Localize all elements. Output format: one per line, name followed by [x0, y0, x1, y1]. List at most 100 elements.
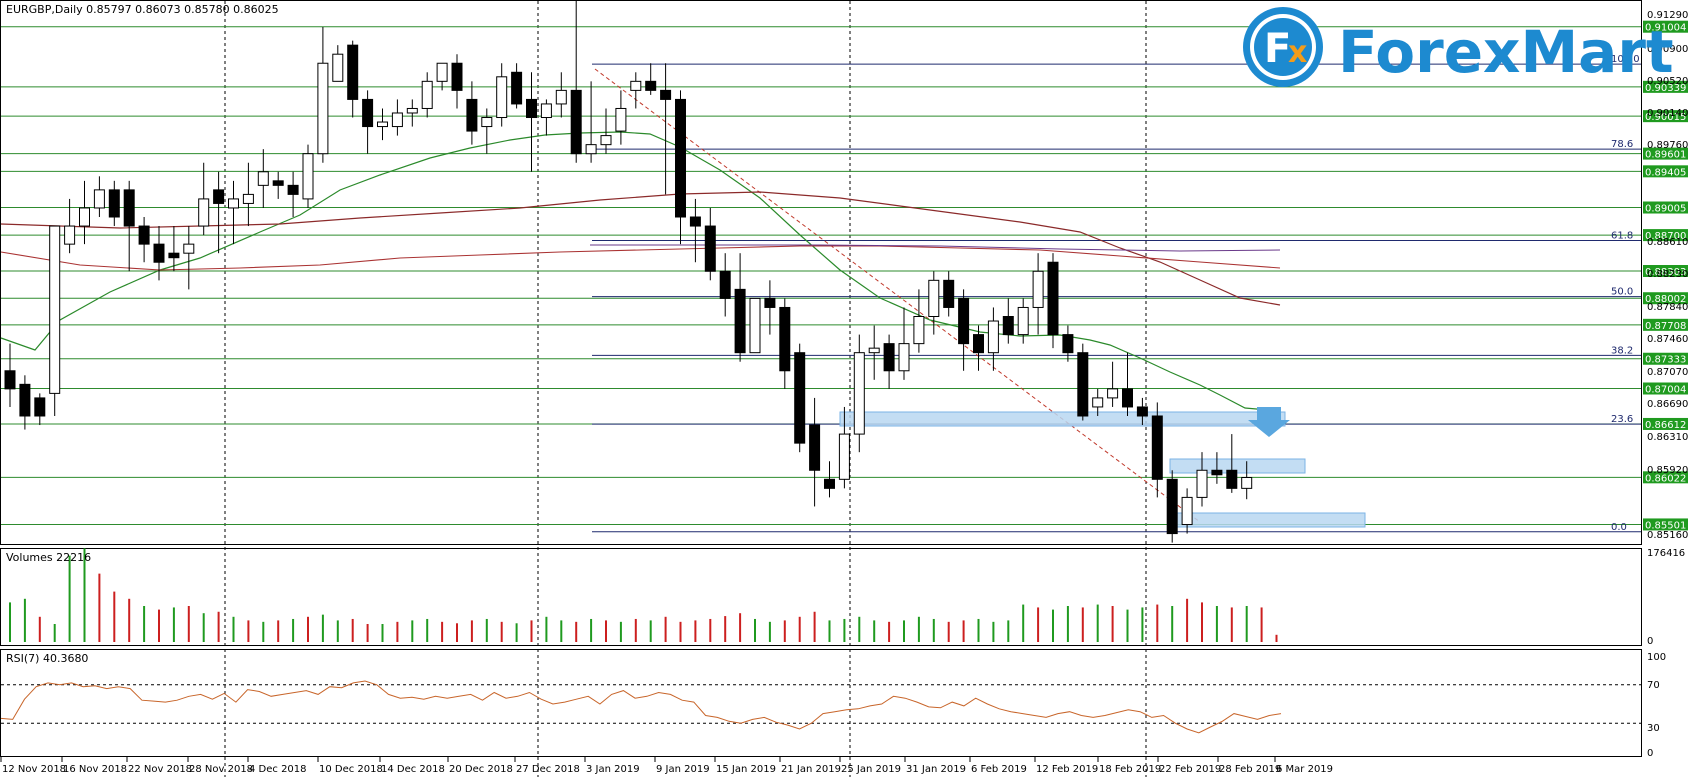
- fibonacci-label: 100.0: [1611, 54, 1640, 65]
- fibonacci-label: 23.6: [1611, 414, 1633, 425]
- price-axis-tick: 0.87460: [1647, 334, 1688, 345]
- date-axis-label: 25 Jan 2019: [841, 764, 901, 775]
- candle-body: [377, 121, 388, 128]
- forexmart-logo: F x ForexMart: [1243, 7, 1674, 87]
- date-axis-label: 3 Jan 2019: [586, 764, 640, 775]
- date-axis-label: 21 Jan 2019: [781, 764, 841, 775]
- price-level-tag: [1643, 201, 1688, 214]
- candle-body: [660, 89, 672, 100]
- price-level-tag: [1643, 318, 1688, 331]
- down-arrow-icon: [1248, 407, 1290, 437]
- fibonacci-label: 61.8: [1611, 231, 1633, 242]
- date-axis-label: 12 Feb 2019: [1036, 764, 1098, 775]
- candle-body: [317, 62, 329, 155]
- date-axis-label: 18 Feb 2019: [1099, 764, 1161, 775]
- candle-body: [675, 98, 686, 218]
- svg-text:F: F: [1264, 26, 1291, 72]
- candle-body: [511, 71, 523, 105]
- price-axis-tick: 0.86310: [1647, 432, 1688, 443]
- candle-body: [1196, 469, 1208, 498]
- candle-body: [49, 225, 61, 394]
- symbol-header: EURGBP,Daily 0.85797 0.86073 0.85780 0.8…: [6, 3, 279, 16]
- candle-body: [615, 107, 627, 132]
- price-level-label: 0.88303: [1645, 267, 1686, 278]
- date-axis-label: 27 Dec 2018: [516, 764, 580, 775]
- rsi-pane: [0, 649, 1642, 757]
- candle-body: [824, 478, 835, 489]
- candle-body: [1151, 415, 1163, 480]
- candle-body: [958, 297, 970, 345]
- price-axis-tick: 0.91290: [1647, 10, 1688, 21]
- price-level-label: 0.86612: [1645, 420, 1686, 431]
- candle-body: [108, 189, 120, 218]
- candle-body: [794, 352, 806, 444]
- candle-body: [34, 397, 46, 417]
- candle-body: [79, 207, 90, 227]
- candle-body: [719, 270, 731, 299]
- price-level-label: 0.87708: [1645, 321, 1686, 332]
- price-level-tag: [1643, 147, 1688, 160]
- svg-text:x: x: [1288, 35, 1307, 70]
- price-level-tag: [1643, 80, 1688, 93]
- rsi-axis-tick: 100: [1647, 652, 1666, 663]
- candle-body: [1047, 261, 1059, 336]
- candle-body: [93, 189, 105, 209]
- candle-body: [764, 297, 776, 308]
- candle-body: [496, 76, 508, 119]
- date-axis-label: 22 Nov 2018: [128, 764, 192, 775]
- candle-body: [421, 80, 433, 109]
- candle-body: [600, 135, 612, 146]
- price-axis-tick: 0.90140: [1647, 108, 1688, 119]
- candle-body: [213, 189, 225, 204]
- candle-body: [883, 343, 895, 372]
- date-axis-label: 20 Dec 2018: [449, 764, 513, 775]
- date-axis-label: 22 Feb 2019: [1159, 764, 1221, 775]
- candle-body: [4, 370, 16, 390]
- candle-body: [391, 112, 403, 128]
- candle-body: [1181, 496, 1193, 526]
- date-axis-label: 4 Dec 2018: [249, 764, 307, 775]
- price-level-tag: [1643, 165, 1688, 178]
- price-axis-tick: 0.87070: [1647, 367, 1688, 378]
- candle-body: [272, 180, 284, 186]
- candle-body: [1017, 306, 1029, 336]
- candle-body: [1211, 469, 1223, 476]
- price-axis-tick: 0.85920: [1647, 465, 1688, 476]
- volume-axis-zero: 0: [1647, 636, 1653, 647]
- candle-body: [168, 252, 180, 259]
- candle-body: [943, 279, 955, 308]
- candle-body: [466, 98, 478, 132]
- price-level-label: 0.85501: [1645, 520, 1686, 531]
- candle-body: [734, 288, 746, 354]
- price-level-label: 0.90339: [1645, 83, 1686, 94]
- candle-body: [138, 225, 150, 245]
- price-level-label: 0.89005: [1645, 204, 1686, 215]
- candle-body: [868, 347, 880, 354]
- volume-label: Volumes 22216: [6, 551, 91, 564]
- date-axis-label: 28 Feb 2019: [1219, 764, 1281, 775]
- price-level-tag: [1643, 20, 1688, 33]
- price-level-label: 0.86022: [1645, 473, 1686, 484]
- candle-body: [585, 144, 597, 155]
- rsi-axis-tick: 0: [1647, 748, 1653, 759]
- price-level-label: 0.87004: [1645, 385, 1686, 396]
- moving-average-slow: [0, 245, 1281, 271]
- candle-body: [183, 243, 195, 254]
- candle-body: [898, 343, 910, 372]
- volume-pane: [0, 548, 1642, 646]
- price-level-tag: [1643, 292, 1688, 305]
- fibonacci-label: 0.0: [1611, 522, 1627, 533]
- price-level-label: 0.91004: [1645, 23, 1686, 34]
- rsi-label: RSI(7) 40.3680: [6, 652, 88, 665]
- candle-body: [287, 184, 299, 195]
- price-axis-tick: 0.90900: [1647, 44, 1688, 55]
- candle-body: [928, 279, 940, 318]
- forexmart-logo-text: ForexMart: [1338, 18, 1674, 86]
- price-axis-tick: 0.88230: [1647, 269, 1688, 280]
- date-axis-label: 6 Feb 2019: [971, 764, 1027, 775]
- moving-average-medium: [0, 191, 1281, 306]
- rsi-axis-tick: 70: [1647, 680, 1660, 691]
- candle-body: [228, 198, 239, 209]
- candle-body: [913, 316, 925, 345]
